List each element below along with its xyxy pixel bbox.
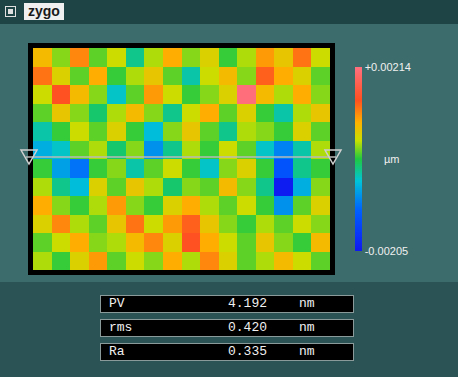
html-text:rms: rms xyxy=(109,320,133,335)
html-text:nm: nm xyxy=(299,344,315,359)
svg-text:-0.00205: -0.00205 xyxy=(365,245,408,257)
html-text:zygo: zygo xyxy=(28,3,60,19)
svg-text:µm: µm xyxy=(384,153,400,165)
html-text:nm: nm xyxy=(299,320,315,335)
html-text:4.192: 4.192 xyxy=(228,296,267,311)
svg-text:+0.00214: +0.00214 xyxy=(365,61,411,73)
html-text:Ra: Ra xyxy=(109,344,125,359)
html-text:0.420: 0.420 xyxy=(228,320,267,335)
html-text:PV: PV xyxy=(109,296,125,311)
html-text:0.335: 0.335 xyxy=(228,344,267,359)
html-text:nm: nm xyxy=(299,296,315,311)
